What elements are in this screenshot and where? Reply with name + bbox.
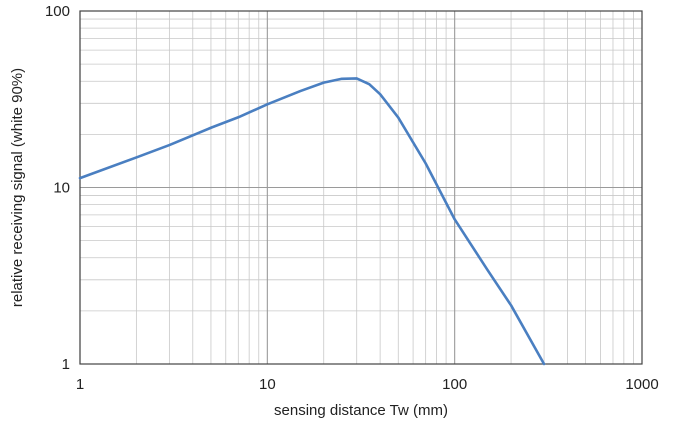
y-tick-label: 10	[53, 180, 70, 197]
y-tick-label: 1	[62, 356, 70, 373]
x-tick-label: 1	[76, 376, 84, 393]
x-tick-label: 100	[442, 376, 467, 393]
plot-frame	[79, 10, 643, 365]
series-layer	[78, 77, 546, 366]
x-axis-title: sensing distance Tw (mm)	[274, 402, 448, 419]
x-tick-label: 10	[259, 376, 276, 393]
y-axis-title: relative receiving signal (white 90%)	[9, 68, 26, 307]
x-tick-label: 1000	[625, 376, 658, 393]
y-axis-ticks: 1 10 100	[45, 3, 70, 373]
x-axis-ticks: 1 10 100 1000	[76, 376, 659, 393]
series-line-0	[78, 77, 546, 366]
y-tick-label: 100	[45, 3, 70, 20]
